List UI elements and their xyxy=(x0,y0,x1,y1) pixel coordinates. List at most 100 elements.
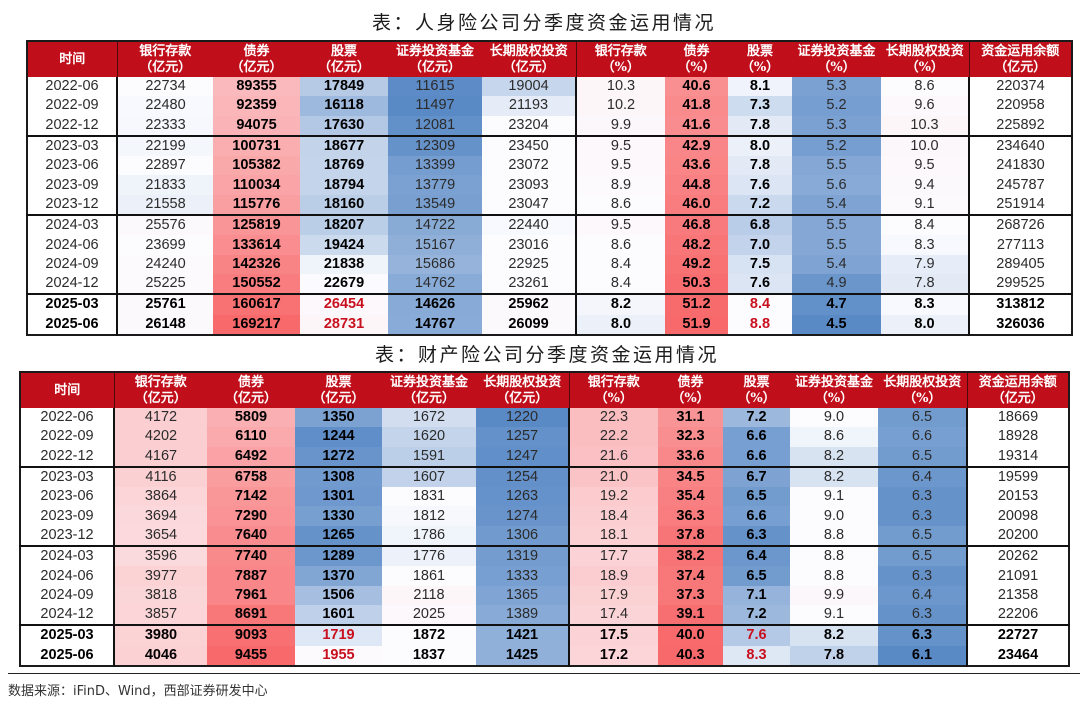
period-cell: 2023-09 xyxy=(40,507,94,524)
column-header-unit: （%） xyxy=(905,59,944,75)
period-cell: 2024-09 xyxy=(40,586,94,603)
bonds-pct-cell: 38.2 xyxy=(658,545,723,567)
stocks-amount-cell: 1350 xyxy=(295,408,382,428)
long-term-equity-pct-cell: 8.3 xyxy=(881,235,969,255)
table-body: 2022-06 4172 5809 1350 1672 1220 22.3 31.1 7.2 9.… xyxy=(20,408,1069,666)
bonds-pct-cell: 41.6 xyxy=(665,115,728,136)
securities-funds-amount-header: 证券投资基金 （亿元） xyxy=(382,372,476,408)
column-header-unit: （亿元） xyxy=(496,390,549,406)
total-fund-balance-cell: 20200 xyxy=(966,525,1069,547)
table-row: 2024-12 3857 8691 1601 2025 1389 17.4 39.1 7.2 9.… xyxy=(20,604,1069,626)
stocks-amount-cell: 1719 xyxy=(295,624,382,646)
total-fund-balance-cell: 251914 xyxy=(968,194,1072,216)
total-fund-balance-cell: 18669 xyxy=(966,408,1069,428)
column-header-unit: （%） xyxy=(594,390,633,406)
period-cell: 2024-03 xyxy=(27,214,117,236)
securities-funds-amount-cell: 1607 xyxy=(382,465,476,488)
stocks-pct-header: 股票 （%） xyxy=(723,372,790,408)
total-fund-balance-cell: 21358 xyxy=(966,585,1069,605)
securities-funds-pct-cell: 4.9 xyxy=(792,273,881,295)
life-insurance-table-title: 表：人身险公司分季度资金运用情况 xyxy=(371,12,716,34)
securities-funds-pct-cell: 9.0 xyxy=(790,506,878,526)
stocks-amount-cell: 1955 xyxy=(295,645,382,666)
column-header-label: 证券投资基金 xyxy=(797,43,876,59)
footer-divider xyxy=(8,673,1080,674)
long-term-equity-pct-cell: 6.1 xyxy=(878,645,967,666)
column-header-unit: （%） xyxy=(903,390,942,406)
stocks-amount-cell: 1601 xyxy=(295,604,382,626)
table-row: 2025-03 25761 160617 26454 14626 25962 8.2 51.2… xyxy=(27,293,1072,315)
total-fund-balance-header: 资金运用余额 （亿元） xyxy=(966,372,1069,408)
bonds-amount-cell: 92359 xyxy=(213,96,300,116)
period-cell: 2025-06 xyxy=(45,315,99,332)
stocks-amount-cell: 1330 xyxy=(295,506,382,526)
long-term-equity-pct-cell: 6.4 xyxy=(878,585,967,605)
long-term-equity-amount-cell: 1247 xyxy=(476,446,569,467)
bank-deposits-amount-cell: 25225 xyxy=(116,273,213,295)
securities-funds-amount-cell: 1620 xyxy=(382,427,476,447)
stocks-amount-cell: 26454 xyxy=(300,293,388,315)
long-term-equity-amount-cell: 22440 xyxy=(482,214,576,236)
bank-deposits-amount-header: 银行存款 （亿元） xyxy=(113,372,207,408)
column-header-unit: （亿元） xyxy=(317,59,370,75)
stocks-pct-cell: 6.3 xyxy=(723,525,790,547)
bonds-pct-cell: 34.5 xyxy=(658,465,723,488)
bank-deposits-amount-cell: 3654 xyxy=(113,525,207,547)
bonds-amount-cell: 7961 xyxy=(207,585,295,605)
bank-deposits-pct-cell: 17.7 xyxy=(568,545,658,567)
column-header-label: 银行存款 xyxy=(594,43,647,59)
long-term-equity-amount-cell: 1274 xyxy=(476,506,569,526)
column-header-label: 股票 xyxy=(743,374,770,390)
securities-funds-amount-cell: 1837 xyxy=(382,645,476,666)
bonds-pct-cell: 37.8 xyxy=(658,525,723,547)
bonds-amount-header: 债券 （亿元） xyxy=(213,41,300,77)
bonds-pct-cell: 46.0 xyxy=(665,194,728,216)
bank-deposits-pct-cell: 8.4 xyxy=(575,254,665,274)
stocks-pct-cell: 8.8 xyxy=(728,314,792,335)
table-row: 2025-06 4046 9455 1955 1837 1425 17.2 40.3 8.3 7.… xyxy=(20,645,1069,666)
long-term-equity-pct-cell: 6.3 xyxy=(878,487,967,507)
bank-deposits-pct-cell: 17.5 xyxy=(568,624,658,646)
bonds-pct-cell: 46.8 xyxy=(665,214,728,236)
table-row: 2023-03 22199 100731 18677 12309 23450 9.5 42.9… xyxy=(27,134,1072,157)
securities-funds-amount-cell: 1786 xyxy=(382,525,476,547)
bonds-pct-cell: 40.3 xyxy=(658,645,723,666)
long-term-equity-amount-cell: 23016 xyxy=(482,235,576,255)
securities-funds-amount-cell: 1872 xyxy=(382,624,476,646)
long-term-equity-pct-cell: 9.4 xyxy=(881,175,969,195)
long-term-equity-pct-cell: 6.6 xyxy=(878,427,967,447)
long-term-equity-pct-cell: 6.3 xyxy=(878,566,967,586)
securities-funds-pct-cell: 8.8 xyxy=(790,525,878,547)
stocks-amount-cell: 1506 xyxy=(295,585,382,605)
securities-funds-pct-cell: 5.5 xyxy=(792,214,881,236)
total-fund-balance-cell: 19599 xyxy=(966,465,1069,488)
bonds-amount-cell: 9093 xyxy=(207,624,295,646)
securities-funds-pct-cell: 7.8 xyxy=(790,645,878,666)
bonds-pct-cell: 33.6 xyxy=(658,446,723,467)
table-row: 2023-09 21833 110034 18794 13779 23093 8.9 44.8… xyxy=(27,175,1072,195)
bonds-pct-cell: 48.2 xyxy=(665,235,728,255)
long-term-equity-amount-cell: 1333 xyxy=(476,566,569,586)
column-header-label: 股票 xyxy=(330,43,357,59)
bonds-amount-cell: 7640 xyxy=(207,525,295,547)
column-header-unit: （%） xyxy=(737,390,776,406)
bonds-amount-cell: 105382 xyxy=(213,156,300,176)
column-header-unit: （亿元） xyxy=(502,59,555,75)
bank-deposits-pct-cell: 18.4 xyxy=(568,506,658,526)
bank-deposits-amount-cell: 21833 xyxy=(116,175,213,195)
securities-funds-amount-cell: 12081 xyxy=(388,115,482,136)
bank-deposits-pct-cell: 8.6 xyxy=(575,194,665,216)
bonds-amount-cell: 7142 xyxy=(207,487,295,507)
column-header-unit: （亿元） xyxy=(408,59,461,75)
securities-funds-pct-cell: 8.2 xyxy=(790,465,878,488)
long-term-equity-amount-header: 长期股权投资 （亿元） xyxy=(476,372,569,408)
long-term-equity-amount-cell: 21193 xyxy=(482,96,576,116)
bank-deposits-pct-cell: 9.9 xyxy=(575,115,665,136)
bank-deposits-amount-cell: 3980 xyxy=(113,624,207,646)
long-term-equity-pct-cell: 8.0 xyxy=(881,314,969,335)
total-fund-balance-cell: 22727 xyxy=(966,624,1069,646)
table-row: 2024-12 25225 150552 22679 14762 23261 8.4 50.3… xyxy=(27,273,1072,295)
securities-funds-amount-cell: 12309 xyxy=(388,134,482,157)
long-term-equity-pct-cell: 6.5 xyxy=(878,408,967,428)
long-term-equity-amount-cell: 23047 xyxy=(482,194,576,216)
